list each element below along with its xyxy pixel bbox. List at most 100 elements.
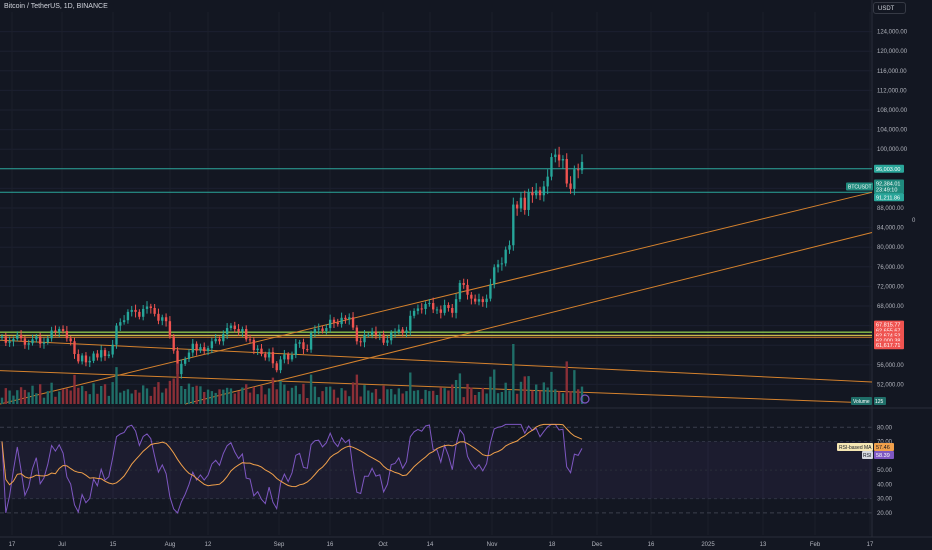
candle-down: [138, 311, 141, 317]
candle-up: [283, 354, 286, 360]
volume-bar: [115, 367, 118, 404]
candle-up: [477, 299, 481, 302]
candle-up: [554, 154, 557, 158]
volume-bar: [16, 390, 19, 404]
candle-up: [405, 330, 408, 333]
volume-bar: [161, 392, 164, 404]
candle-down: [149, 306, 152, 308]
volume-bar: [69, 390, 72, 404]
candle-up: [46, 338, 49, 343]
rsi-axis-tick-label: 20.00: [877, 511, 893, 517]
candle-up: [298, 342, 301, 344]
candle-down: [168, 321, 172, 337]
candle-up: [363, 334, 366, 343]
candle-up: [561, 159, 565, 161]
volume-bar: [554, 389, 557, 404]
volume-bar: [313, 386, 317, 404]
volume-bar: [580, 386, 584, 404]
candle-down: [515, 204, 519, 209]
volume-bar: [481, 387, 484, 404]
candle-up: [35, 336, 38, 340]
candle-up: [107, 354, 111, 356]
rsi-value: 58.39: [876, 453, 890, 459]
candle-up: [367, 334, 370, 336]
candle-up: [222, 333, 225, 342]
candle-down: [432, 303, 435, 310]
candle-down: [77, 354, 80, 362]
candle-up: [199, 347, 202, 351]
candle-up: [512, 204, 515, 246]
volume-bar: [130, 393, 133, 404]
volume-bar: [252, 386, 256, 404]
rsi-axis-tick-label: 30.00: [877, 497, 893, 503]
volume-bar: [462, 397, 465, 404]
volume-bar: [309, 374, 313, 404]
price-axis-tick-label: 124,000.00: [877, 30, 908, 36]
candle-down: [336, 322, 339, 325]
volume-bar: [317, 397, 320, 404]
volume-bar: [50, 382, 53, 404]
rsi-axis-tick-label: 80.00: [877, 425, 893, 431]
price-axis-tick-label: 116,000.00: [877, 69, 907, 75]
volume-bar: [264, 394, 267, 404]
volume-bar: [195, 385, 198, 404]
volume-bar: [35, 393, 38, 404]
volume-bar: [157, 382, 160, 404]
volume-bar: [237, 391, 240, 404]
candle-down: [451, 307, 454, 313]
volume-bar: [229, 388, 233, 404]
candle-down: [401, 329, 404, 333]
price-axis-tick-label: 84,000.00: [877, 226, 904, 232]
price-tag-resistance-bg: [874, 164, 904, 173]
price-axis-tick-label: 52,000.00: [877, 382, 904, 388]
volume-bar: [542, 382, 546, 404]
candle-down: [577, 169, 580, 171]
candle-up: [370, 331, 374, 335]
descending-trendline: [0, 370, 873, 404]
rsi-line: [1, 423, 583, 514]
candle-down: [153, 307, 156, 314]
volume-bar: [275, 389, 278, 404]
candle-down: [103, 350, 107, 356]
volume-bar: [103, 384, 107, 404]
candle-up: [485, 298, 488, 303]
volume-bar: [340, 388, 343, 404]
volume-bar: [409, 372, 412, 404]
volume-bar: [546, 387, 549, 404]
candle-down: [264, 354, 267, 358]
candle-down: [260, 348, 263, 355]
volume-bar: [73, 374, 76, 404]
candle-down: [73, 341, 76, 355]
candle-down: [203, 347, 206, 352]
candle-down: [157, 313, 160, 321]
volume-bar: [283, 384, 286, 404]
volume-bar: [321, 391, 324, 404]
candle-up: [80, 355, 84, 362]
candle-up: [126, 311, 130, 321]
candle-down: [531, 192, 534, 196]
candle-up: [8, 341, 11, 343]
rsi-axis-tick-label: 70.00: [877, 440, 893, 446]
price-axis-tick-label: 72,000.00: [877, 284, 904, 290]
candle-up: [267, 352, 271, 358]
candle-up: [519, 197, 523, 209]
volume-label: Volume: [853, 399, 870, 405]
candle-up: [309, 332, 313, 350]
volume-bar: [267, 388, 271, 404]
volume-bar: [332, 389, 336, 404]
candle-up: [393, 331, 397, 333]
descending-trendline: [0, 339, 873, 383]
candle-up: [210, 341, 214, 349]
volume-bar: [138, 392, 141, 404]
volume-bar: [432, 390, 435, 404]
volume-bar: [149, 395, 152, 404]
candle-up: [546, 176, 549, 187]
volume-bar: [241, 387, 244, 404]
volume-bar: [577, 389, 580, 404]
candle-up: [580, 161, 584, 171]
currency-button[interactable]: USDT: [873, 2, 906, 14]
candle-up: [111, 344, 114, 355]
volume-bar: [443, 388, 446, 404]
